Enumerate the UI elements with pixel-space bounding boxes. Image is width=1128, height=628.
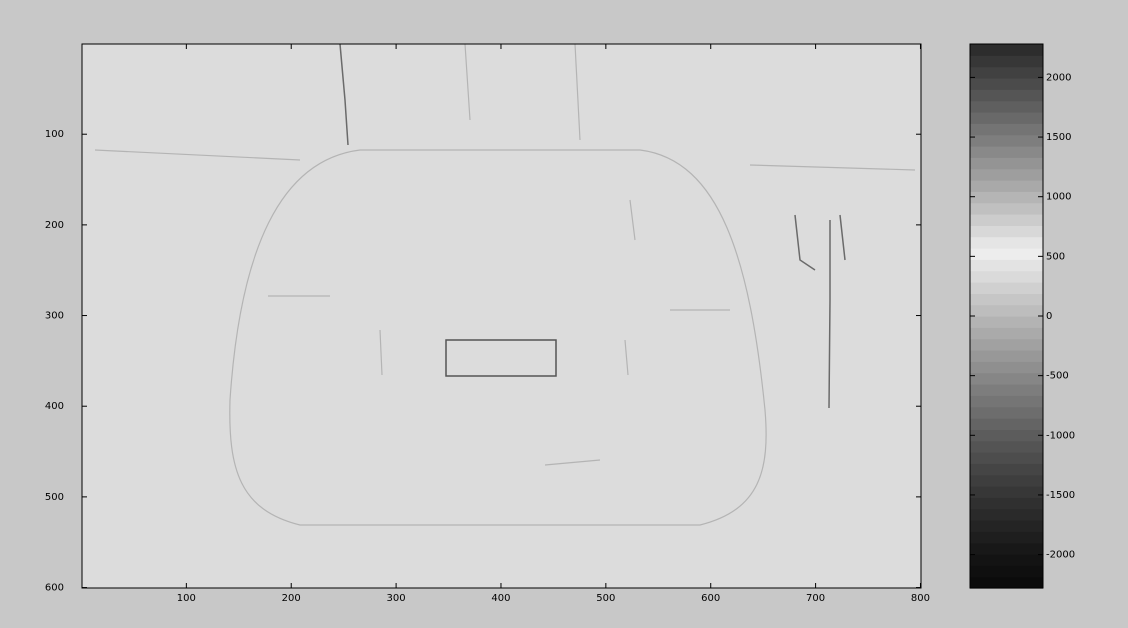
colorbar-band [970, 101, 1043, 113]
x-tick-label: 400 [491, 593, 510, 604]
colorbar-band [970, 531, 1043, 543]
colorbar-band [970, 441, 1043, 453]
x-tick-label: 700 [806, 593, 825, 604]
colorbar-band [970, 180, 1043, 192]
colorbar-band [970, 520, 1043, 532]
colorbar-band [970, 327, 1043, 339]
colorbar-band [970, 384, 1043, 396]
x-tick-label: 100 [177, 593, 196, 604]
y-tick-label: 100 [45, 129, 64, 140]
y-tick-label: 600 [45, 583, 64, 594]
colorbar-band [970, 475, 1043, 487]
colorbar-band [970, 497, 1043, 509]
colorbar-band [970, 543, 1043, 555]
colorbar-band [970, 339, 1043, 351]
colorbar-band [970, 429, 1043, 441]
colorbar-band [970, 463, 1043, 475]
colorbar-band [970, 373, 1043, 385]
colorbar-band [970, 135, 1043, 147]
colorbar-band [970, 565, 1043, 577]
colorbar-band [970, 89, 1043, 101]
x-tick-label: 300 [387, 593, 406, 604]
colorbar-tick-label: 2000 [1046, 72, 1071, 83]
y-tick-label: 500 [45, 492, 64, 503]
colorbar-band [970, 418, 1043, 430]
colorbar-band [970, 407, 1043, 419]
colorbar-band [970, 282, 1043, 294]
colorbar-band [970, 395, 1043, 407]
colorbar-band [970, 55, 1043, 67]
colorbar-band [970, 577, 1043, 589]
colorbar-band [970, 452, 1043, 464]
colorbar-tick-label: -1000 [1046, 430, 1075, 441]
y-tick-label: 400 [45, 401, 64, 412]
colorbar-band [970, 361, 1043, 373]
colorbar-tick-label: 0 [1046, 311, 1052, 322]
y-tick-label: 200 [45, 220, 64, 231]
colorbar-tick-label: -2000 [1046, 550, 1075, 561]
colorbar-tick-label: 500 [1046, 251, 1065, 262]
x-tick-label: 200 [282, 593, 301, 604]
colorbar-band [970, 214, 1043, 226]
colorbar-band [970, 67, 1043, 79]
y-tick-label: 300 [45, 311, 64, 322]
colorbar-band [970, 237, 1043, 249]
colorbar-band [970, 225, 1043, 237]
colorbar-band [970, 157, 1043, 169]
colorbar-band [970, 554, 1043, 566]
colorbar-band [970, 123, 1043, 135]
x-tick-label: 500 [596, 593, 615, 604]
x-tick-label: 800 [911, 593, 930, 604]
colorbar-band [970, 191, 1043, 203]
colorbar [970, 44, 1043, 589]
colorbar-tick-label: -500 [1046, 371, 1069, 382]
colorbar-band [970, 305, 1043, 317]
colorbar-band [970, 259, 1043, 271]
colorbar-band [970, 350, 1043, 362]
colorbar-band [970, 78, 1043, 90]
colorbar-band [970, 486, 1043, 498]
colorbar-band [970, 509, 1043, 521]
colorbar-band [970, 169, 1043, 181]
x-tick-label: 600 [701, 593, 720, 604]
colorbar-tick-label: -1500 [1046, 490, 1075, 501]
colorbar-tick-label: 1000 [1046, 192, 1071, 203]
colorbar-band [970, 248, 1043, 260]
colorbar-band [970, 44, 1043, 56]
colorbar-band [970, 271, 1043, 283]
colorbar-band [970, 293, 1043, 305]
colorbar-band [970, 203, 1043, 215]
image [82, 44, 921, 588]
colorbar-tick-label: 1500 [1046, 132, 1071, 143]
figure: 100 200 300 400 500 600 700 800 100 200 300 400 500 6… [0, 0, 1128, 628]
colorbar-band [970, 316, 1043, 328]
colorbar-band [970, 146, 1043, 158]
colorbar-band [970, 112, 1043, 124]
